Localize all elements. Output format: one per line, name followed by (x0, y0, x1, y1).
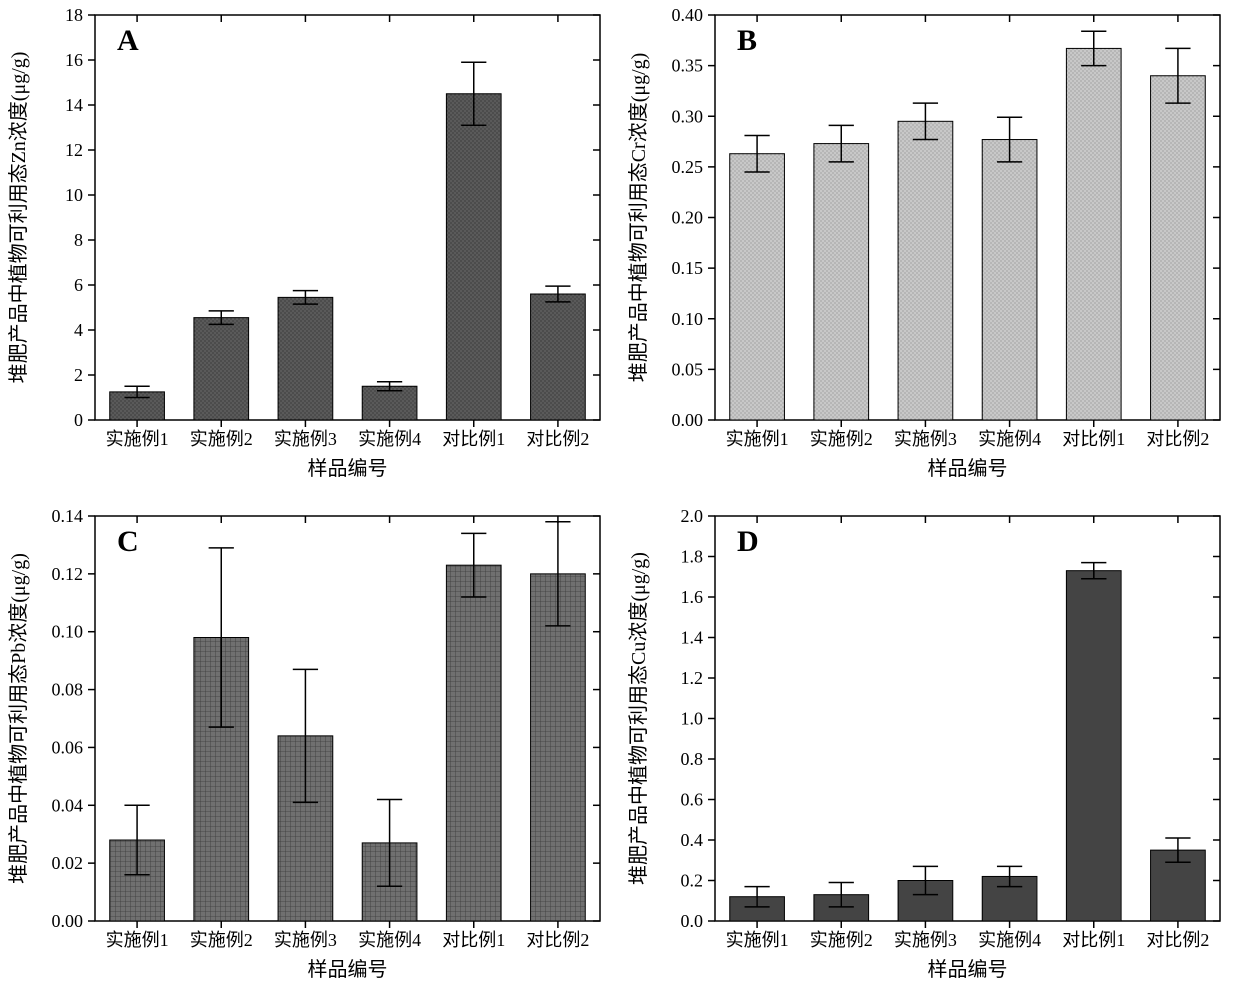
panel-c: 0.00 0.02 0.04 0.06 0.08 0.10 0.12 0.14 实施例1 实施例2… (0, 501, 620, 1003)
svg-text:堆肥产品中植物可利用态Cr浓度(μg/g): 堆肥产品中植物可利用态Cr浓度(μg/g) (627, 53, 650, 383)
svg-text:D: D (737, 525, 759, 558)
svg-text:实施例4: 实施例4 (978, 930, 1041, 950)
svg-text:18: 18 (65, 5, 83, 25)
svg-text:堆肥产品中植物可利用态Cu浓度(μg/g): 堆肥产品中植物可利用态Cu浓度(μg/g) (627, 552, 650, 885)
svg-text:实施例4: 实施例4 (358, 930, 421, 950)
svg-text:0.00: 0.00 (672, 410, 704, 430)
svg-text:14: 14 (65, 95, 83, 115)
svg-text:实施例1: 实施例1 (726, 429, 789, 449)
svg-text:8: 8 (74, 230, 83, 250)
svg-text:0.05: 0.05 (672, 359, 704, 379)
svg-text:0.40: 0.40 (672, 5, 704, 25)
svg-text:0.20: 0.20 (672, 208, 704, 228)
svg-text:实施例1: 实施例1 (106, 429, 169, 449)
svg-text:实施例3: 实施例3 (274, 429, 337, 449)
svg-text:0.30: 0.30 (672, 106, 704, 126)
svg-text:实施例3: 实施例3 (894, 930, 957, 950)
svg-text:0.06: 0.06 (52, 737, 84, 757)
svg-text:0.35: 0.35 (672, 56, 704, 76)
svg-text:0.02: 0.02 (52, 853, 84, 873)
svg-text:10: 10 (65, 185, 83, 205)
svg-text:4: 4 (74, 320, 83, 340)
panel-b: 0.00 0.05 0.10 0.15 0.20 0.25 0.30 0.35 0.40 实施例1… (620, 0, 1240, 501)
svg-text:0.6: 0.6 (681, 790, 704, 810)
svg-text:0: 0 (74, 410, 83, 430)
svg-text:实施例1: 实施例1 (726, 930, 789, 950)
svg-text:实施例3: 实施例3 (894, 429, 957, 449)
svg-text:实施例3: 实施例3 (274, 930, 337, 950)
svg-text:0.0: 0.0 (681, 911, 704, 931)
svg-text:对比例1: 对比例1 (1062, 930, 1125, 950)
svg-text:实施例2: 实施例2 (810, 930, 873, 950)
svg-text:样品编号: 样品编号 (308, 958, 388, 981)
svg-text:1.8: 1.8 (681, 547, 704, 567)
svg-text:样品编号: 样品编号 (928, 958, 1008, 981)
svg-text:0.25: 0.25 (672, 157, 704, 177)
svg-text:对比例1: 对比例1 (442, 429, 505, 449)
svg-text:B: B (737, 24, 757, 57)
svg-text:0.04: 0.04 (52, 795, 84, 815)
svg-text:堆肥产品中植物可利用态Pb浓度(μg/g): 堆肥产品中植物可利用态Pb浓度(μg/g) (7, 553, 30, 884)
svg-text:1.2: 1.2 (681, 668, 704, 688)
svg-text:样品编号: 样品编号 (928, 457, 1008, 480)
svg-text:12: 12 (65, 140, 83, 160)
svg-text:实施例4: 实施例4 (358, 429, 421, 449)
svg-text:1.0: 1.0 (681, 709, 704, 729)
svg-text:对比例2: 对比例2 (1146, 930, 1209, 950)
svg-text:2.0: 2.0 (681, 506, 704, 526)
svg-text:堆肥产品中植物可利用态Zn浓度(μg/g): 堆肥产品中植物可利用态Zn浓度(μg/g) (7, 52, 30, 384)
svg-text:0.10: 0.10 (52, 622, 84, 642)
svg-text:0.15: 0.15 (672, 258, 704, 278)
svg-text:样品编号: 样品编号 (308, 457, 388, 480)
svg-text:0.12: 0.12 (52, 564, 84, 584)
svg-text:实施例1: 实施例1 (106, 930, 169, 950)
svg-text:1.4: 1.4 (681, 628, 704, 648)
svg-text:实施例4: 实施例4 (978, 429, 1041, 449)
svg-text:对比例1: 对比例1 (1062, 429, 1125, 449)
panel-a: 0 2 4 6 8 10 12 14 16 18 实施例1 实施例2 实施例3 实施例4 对比例1 对比例2 样… (0, 0, 620, 501)
svg-text:0.08: 0.08 (52, 680, 84, 700)
svg-text:1.6: 1.6 (681, 587, 704, 607)
svg-text:0.2: 0.2 (681, 871, 704, 891)
panel-d: 0.0 0.2 0.4 0.6 0.8 1.0 1.2 1.4 1.6 1.8 2.0 实施例1 实施例… (620, 501, 1240, 1003)
svg-text:0.14: 0.14 (52, 506, 84, 526)
svg-text:2: 2 (74, 365, 83, 385)
svg-text:0.00: 0.00 (52, 911, 84, 931)
chart-grid: 0 2 4 6 8 10 12 14 16 18 实施例1 实施例2 实施例3 实施例4 对比例1 对比例2 样… (0, 0, 1240, 1003)
svg-text:16: 16 (65, 50, 83, 70)
svg-text:0.8: 0.8 (681, 749, 704, 769)
svg-text:C: C (117, 525, 139, 558)
svg-text:0.4: 0.4 (681, 830, 704, 850)
svg-text:实施例2: 实施例2 (190, 429, 253, 449)
svg-text:0.10: 0.10 (672, 309, 704, 329)
svg-text:A: A (117, 24, 139, 57)
svg-text:对比例2: 对比例2 (526, 429, 589, 449)
svg-text:6: 6 (74, 275, 83, 295)
svg-text:对比例2: 对比例2 (526, 930, 589, 950)
svg-text:对比例1: 对比例1 (442, 930, 505, 950)
svg-text:对比例2: 对比例2 (1146, 429, 1209, 449)
svg-text:实施例2: 实施例2 (810, 429, 873, 449)
svg-text:实施例2: 实施例2 (190, 930, 253, 950)
